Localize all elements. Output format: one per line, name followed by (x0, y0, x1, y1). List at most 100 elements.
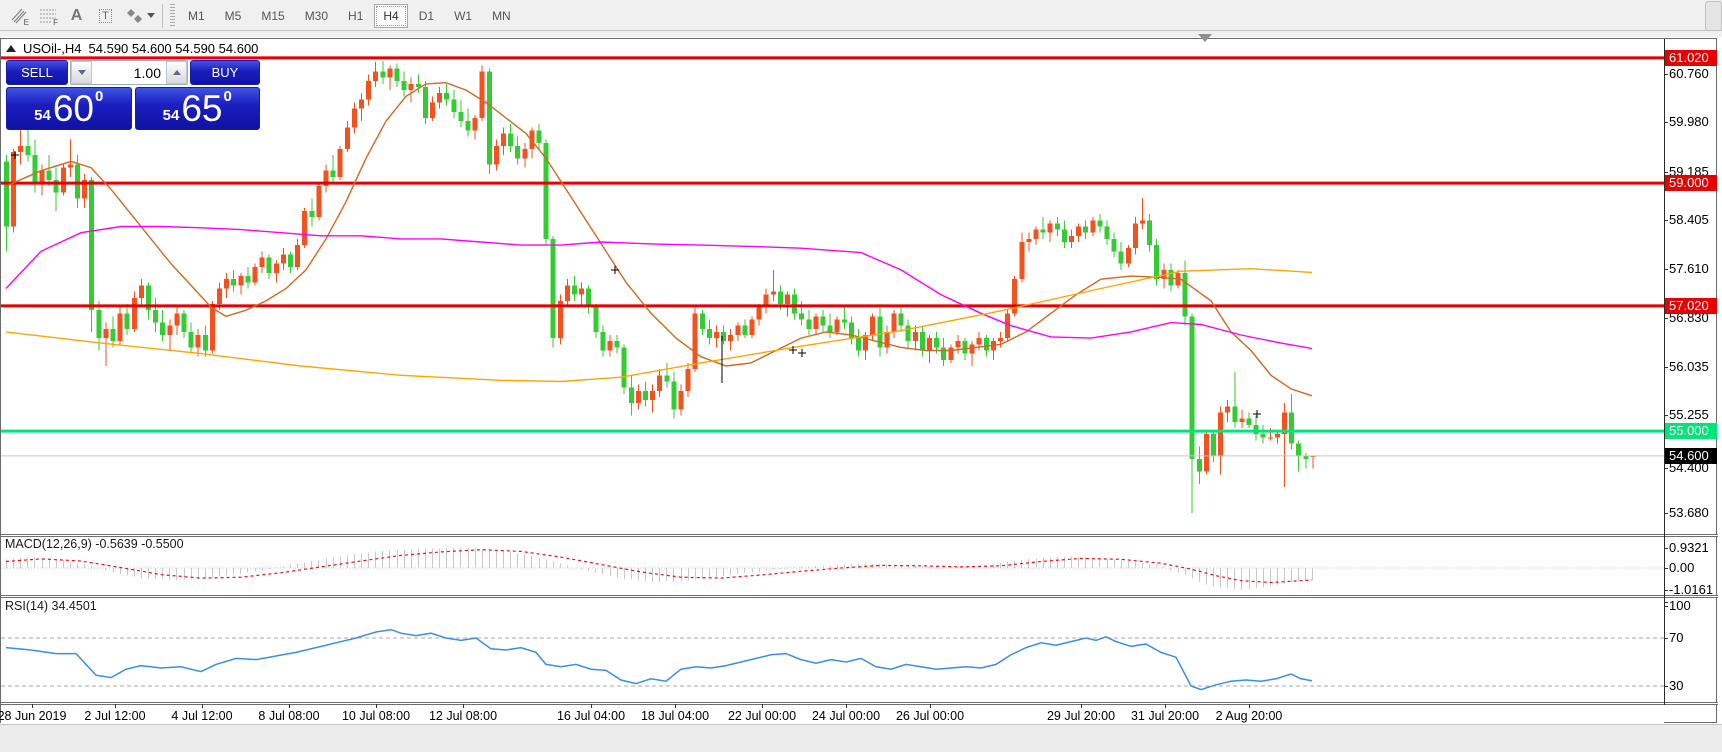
toolbar-divider (0, 30, 1722, 31)
time-axis-label: 22 Jul 00:00 (727, 709, 797, 723)
time-axis-label: 2 Jul 12:00 (84, 709, 146, 723)
axis-tick-mark (1664, 172, 1668, 173)
axis-tick-mark (1664, 548, 1668, 549)
chart-symbol-title: USOil-,H4 (23, 41, 82, 56)
time-tick-mark (1165, 704, 1166, 708)
volume-increase-button[interactable] (166, 61, 187, 84)
timeframes-toolbar: M1 M5 M15 M30 H1 H4 D1 W1 MN (178, 3, 521, 28)
axis-tick-mark (1664, 513, 1668, 514)
toolbar-grip[interactable] (170, 3, 175, 28)
chart-canvas[interactable] (1, 39, 1664, 724)
time-tick-mark (115, 704, 116, 708)
buy-price-prefix: 54 (162, 107, 180, 124)
price-axis-label: 30 (1669, 678, 1684, 693)
price-axis-label: 0.00 (1669, 560, 1695, 575)
toolbar-separator (162, 3, 163, 28)
chart-ohlc-readout: 54.590 54.600 54.590 54.600 (88, 41, 259, 56)
chart-shift-marker-icon[interactable] (1198, 34, 1212, 42)
timeframe-button-m1[interactable]: M1 (188, 8, 205, 23)
time-tick-mark (289, 704, 290, 708)
buy-price-button[interactable]: 54 65 0 (134, 87, 260, 130)
axis-tick-mark (1664, 269, 1668, 270)
timeframe-button-m5[interactable]: M5 (224, 8, 242, 23)
volume-input[interactable] (92, 61, 166, 84)
toolbar-corner-block (1705, 1, 1722, 31)
price-axis-label: 55.255 (1669, 407, 1709, 422)
price-axis-label: 53.680 (1669, 505, 1709, 520)
status-strip (0, 724, 1722, 752)
text-icon[interactable]: A (70, 6, 83, 24)
time-axis-label: 31 Jul 20:00 (1130, 709, 1200, 723)
price-badge-black: 54.600 (1665, 448, 1717, 464)
symbol-collapse-icon[interactable] (6, 45, 16, 52)
time-tick-mark (202, 704, 203, 708)
timeframe-button-h4[interactable]: H4 (374, 3, 408, 28)
time-axis-label: 28 Jun 2019 (0, 709, 67, 723)
sell-price-button[interactable]: 54 60 0 (6, 87, 132, 130)
price-axis-label: 59.980 (1669, 114, 1709, 129)
buy-price-sup: 0 (223, 88, 232, 105)
time-tick-mark (1081, 704, 1082, 708)
time-tick-mark (376, 704, 377, 708)
price-badge-red: 61.020 (1665, 50, 1717, 66)
axis-tick-mark (1664, 686, 1668, 687)
time-axis-label: 10 Jul 08:00 (341, 709, 411, 723)
sell-price-big: 60 (52, 88, 94, 129)
timeframe-button-d1[interactable]: D1 (418, 8, 435, 23)
triangle-up-icon (172, 70, 181, 75)
timeframe-button-h1[interactable]: H1 (348, 8, 364, 23)
price-badge-red: 57.020 (1665, 298, 1717, 314)
price-axis-label: 0.9321 (1669, 540, 1709, 555)
time-axis-label: 4 Jul 12:00 (171, 709, 233, 723)
time-tick-mark (32, 704, 33, 708)
price-axis-label: 58.405 (1669, 212, 1709, 227)
time-axis-label: 29 Jul 20:00 (1046, 709, 1116, 723)
time-tick-mark (591, 704, 592, 708)
label-icon[interactable]: T (92, 4, 119, 28)
price-axis-label: 56.035 (1669, 359, 1709, 374)
sell-button[interactable]: SELL (6, 60, 68, 85)
arrows-icon[interactable] (121, 4, 159, 28)
panel-separator[interactable] (1, 702, 1718, 705)
price-axis-label: 57.610 (1669, 261, 1709, 276)
time-tick-mark (846, 704, 847, 708)
time-tick-mark (675, 704, 676, 708)
volume-stepper (70, 60, 188, 85)
axis-tick-mark (1664, 367, 1668, 368)
rsi-indicator-label: RSI(14) 34.4501 (5, 599, 97, 613)
panel-separator[interactable] (1, 534, 1718, 537)
volume-decrease-button[interactable] (71, 61, 92, 84)
chevron-down-icon (146, 13, 155, 18)
panel-separator[interactable] (1, 595, 1718, 598)
time-axis-label: 2 Aug 20:00 (1215, 709, 1283, 723)
equidistant-channel-icon[interactable]: E (5, 4, 32, 28)
time-axis-label: 12 Jul 08:00 (428, 709, 498, 723)
time-axis[interactable] (1, 705, 1664, 724)
time-axis-label: 24 Jul 00:00 (811, 709, 881, 723)
price-badge-green: 55.000 (1665, 423, 1717, 439)
axis-tick-mark (1664, 122, 1668, 123)
fibonacci-icon[interactable]: F (39, 9, 58, 27)
timeframe-button-m15[interactable]: M15 (261, 8, 285, 23)
price-axis-label: -1.0161 (1669, 582, 1714, 597)
buy-button[interactable]: BUY (190, 60, 260, 85)
timeframe-button-m30[interactable]: M30 (304, 8, 329, 23)
time-tick-mark (1249, 704, 1250, 708)
buy-price-big: 65 (181, 88, 223, 129)
axis-tick-mark (1664, 568, 1668, 569)
axis-tick-mark (1664, 602, 1668, 603)
axis-tick-mark (1664, 590, 1668, 591)
price-badge-red: 59.000 (1665, 175, 1717, 191)
axis-tick-mark (1664, 220, 1668, 221)
timeframe-button-w1[interactable]: W1 (454, 8, 473, 23)
time-axis-label: 26 Jul 00:00 (895, 709, 965, 723)
macd-indicator-label: MACD(12,26,9) -0.5639 -0.5500 (5, 537, 184, 551)
chart-window: USOil-,H4 54.590 54.600 54.590 54.600 MA… (0, 34, 1718, 724)
price-axis-label: 100 (1669, 598, 1691, 613)
timeframe-button-mn[interactable]: MN (492, 8, 511, 23)
price-axis-border (1664, 39, 1665, 705)
axis-tick-mark (1664, 606, 1668, 607)
sell-price-sup: 0 (95, 88, 104, 105)
